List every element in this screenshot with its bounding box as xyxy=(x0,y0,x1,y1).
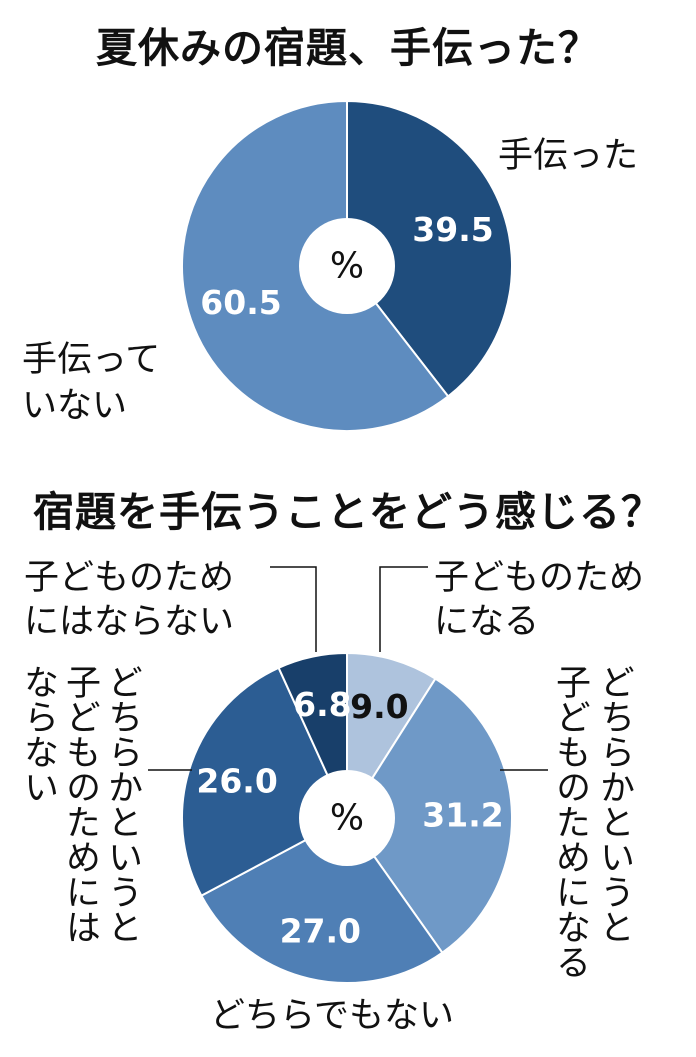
pie-chart-2: 9.0 31.2 27.0 26.0 6.8% xyxy=(181,651,513,984)
chart2-label-somewhat-not-col2: 子どものためには xyxy=(60,664,100,944)
pie2-slice-2 xyxy=(200,816,444,984)
pie-chart-1: 39.5 60.5% xyxy=(181,99,513,432)
chart1-label-not-helped-line2: いない xyxy=(22,386,128,426)
chart2-label-somewhat-not-col3: ならない xyxy=(18,664,58,804)
chart2-label-neutral: どちらでもない xyxy=(210,996,454,1036)
pie1-center-label: % xyxy=(330,246,364,287)
chart1-label-helped: 手伝った xyxy=(498,136,639,176)
pie2-value-label-3: 26.0 xyxy=(196,761,277,800)
pie2-center-hole xyxy=(299,770,395,866)
chart2-label-not-beneficial-line1: 子どものため xyxy=(24,558,235,598)
leader-beneficial xyxy=(379,566,428,652)
pie2-value-label-2: 27.0 xyxy=(280,911,361,950)
pie1-value-label-0: 39.5 xyxy=(412,210,493,249)
pie2-value-label-4: 6.8 xyxy=(293,685,351,724)
chart2-label-beneficial-line1: 子どものため xyxy=(434,558,645,598)
pie1-value-label-1: 60.5 xyxy=(200,283,281,322)
chart1-label-not-helped-line1: 手伝って xyxy=(22,340,161,380)
chart2-label-somewhat-not-col1: どちらかというと xyxy=(102,664,142,944)
pie2-slice-1 xyxy=(345,677,513,955)
pie1-slice-0 xyxy=(346,99,513,398)
pie2-value-label-0: 9.0 xyxy=(350,687,408,726)
pie2-center-label: % xyxy=(330,798,364,839)
chart1-title: 夏休みの宿題、手伝った？ xyxy=(96,24,600,72)
chart2-title: 宿題を手伝うことをどう感じる？ xyxy=(33,488,663,536)
leader-not-beneficial xyxy=(270,566,317,652)
pie1-center-hole xyxy=(299,218,395,314)
chart2-label-beneficial-line2: になる xyxy=(434,602,540,642)
pie2-value-label-1: 31.2 xyxy=(422,796,503,835)
leader-lines xyxy=(148,566,548,771)
chart2-label-somewhat-beneficial-col1: どちらかというと xyxy=(594,664,634,944)
chart2-label-not-beneficial-line2: にはならない xyxy=(24,602,235,642)
chart2-label-somewhat-beneficial-col2: 子どものためになる xyxy=(550,664,590,979)
